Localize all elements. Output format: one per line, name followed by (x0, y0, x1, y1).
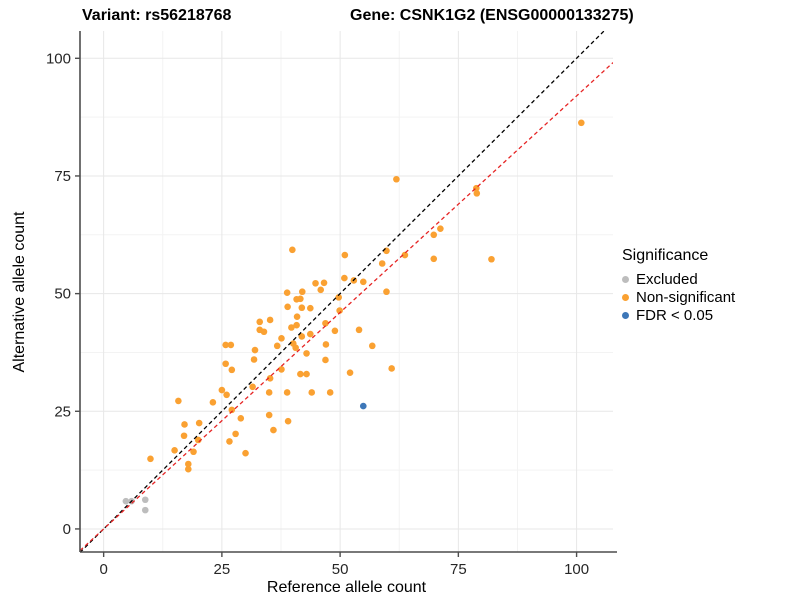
major-gridlines (80, 31, 613, 552)
points-non-significant (147, 119, 585, 473)
legend-title: Significance (622, 247, 709, 264)
svg-text:75: 75 (450, 561, 467, 578)
svg-text:50: 50 (54, 286, 71, 303)
points-excluded (122, 496, 149, 514)
y-axis-title: Alternative allele count (11, 211, 28, 373)
fit-line (80, 62, 613, 552)
svg-text:25: 25 (54, 403, 71, 420)
legend-item-label: Non-significant (636, 288, 736, 306)
identity-line (80, 31, 605, 552)
points-fdr-0-05 (359, 402, 367, 410)
legend-item-label: Excluded (636, 270, 698, 288)
svg-text:25: 25 (214, 561, 231, 578)
svg-text:100: 100 (46, 50, 71, 67)
tick-labels: 0 25 50 75 100 0 25 50 75 100 (46, 50, 589, 578)
legend-item-non-significant: Non-significant (622, 288, 735, 306)
plot-title-variant: Variant: rs56218768 (82, 7, 232, 24)
svg-text:75: 75 (54, 168, 71, 185)
tick-marks (75, 57, 578, 557)
legend-item-excluded: Excluded (622, 270, 735, 288)
legend: Significance Excluded Non-significant FD… (622, 247, 735, 324)
svg-text:50: 50 (332, 561, 349, 578)
minor-gridlines (80, 31, 613, 552)
non-significant-dot-icon (622, 293, 629, 301)
plot-title-gene: Gene: CSNK1G2 (ENSG00000133275) (350, 7, 634, 24)
legend-item-fdr: FDR < 0.05 (622, 306, 735, 324)
svg-text:0: 0 (63, 521, 71, 538)
svg-text:100: 100 (564, 561, 589, 578)
excluded-dot-icon (622, 275, 629, 283)
legend-item-label: FDR < 0.05 (636, 306, 714, 324)
axis-lines (79, 31, 617, 553)
x-axis-title: Reference allele count (266, 579, 427, 596)
fdr-dot-icon (622, 311, 629, 319)
svg-text:0: 0 (99, 561, 107, 578)
